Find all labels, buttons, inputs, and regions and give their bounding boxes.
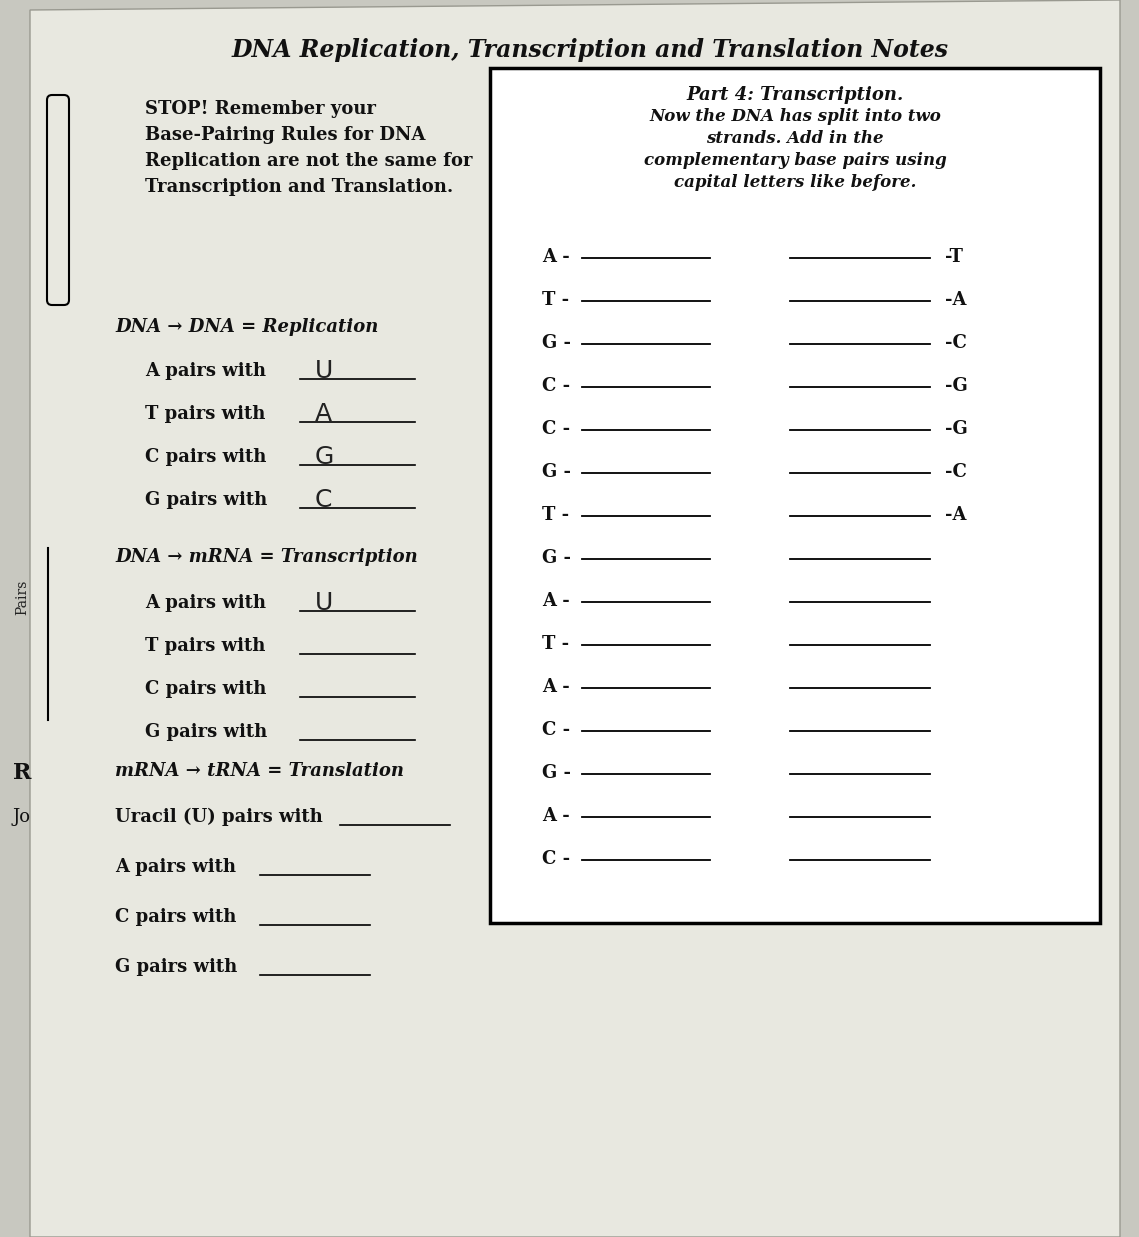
Text: C: C	[316, 489, 333, 512]
Text: A -: A -	[542, 247, 570, 266]
Text: G -: G -	[542, 334, 571, 353]
Text: STOP! Remember your: STOP! Remember your	[145, 100, 376, 118]
Text: C -: C -	[542, 721, 571, 738]
Text: -G: -G	[945, 421, 968, 438]
Text: Uracil (U) pairs with: Uracil (U) pairs with	[115, 808, 329, 826]
Text: R: R	[13, 762, 31, 784]
Text: T -: T -	[542, 506, 570, 524]
Text: -C: -C	[945, 463, 967, 481]
Text: -A: -A	[945, 506, 967, 524]
Text: A -: A -	[542, 678, 570, 696]
Text: U: U	[316, 359, 334, 383]
Text: A pairs with: A pairs with	[145, 362, 272, 380]
Text: G: G	[316, 445, 334, 469]
Text: Part 4: Transcription.: Part 4: Transcription.	[687, 87, 903, 104]
Text: C pairs with: C pairs with	[145, 448, 272, 466]
Text: -T: -T	[945, 247, 962, 266]
Text: A -: A -	[542, 593, 570, 610]
Bar	[490, 68, 1100, 923]
Text: Base-Pairing Rules for DNA: Base-Pairing Rules for DNA	[145, 126, 426, 143]
Text: C pairs with: C pairs with	[115, 908, 243, 927]
Text: Replication are not the same for: Replication are not the same for	[145, 152, 473, 169]
Polygon shape	[30, 0, 1120, 1237]
Text: Jo: Jo	[13, 808, 31, 826]
Text: Pairs: Pairs	[15, 580, 28, 615]
Text: DNA Replication, Transcription and Translation Notes: DNA Replication, Transcription and Trans…	[231, 38, 949, 62]
Text: T pairs with: T pairs with	[145, 637, 271, 656]
Text: C -: C -	[542, 421, 571, 438]
Text: DNA → DNA = Replication: DNA → DNA = Replication	[115, 318, 378, 336]
Text: G -: G -	[542, 549, 571, 567]
Text: T -: T -	[542, 635, 570, 653]
Text: Now the DNA has split into two: Now the DNA has split into two	[649, 108, 941, 125]
Text: strands. Add in the: strands. Add in the	[706, 130, 884, 147]
Text: DNA → mRNA = Transcription: DNA → mRNA = Transcription	[115, 548, 418, 567]
Text: U: U	[316, 591, 334, 615]
Text: G pairs with: G pairs with	[145, 722, 273, 741]
Text: capital letters like before.: capital letters like before.	[674, 174, 916, 190]
Text: complementary base pairs using: complementary base pairs using	[644, 152, 947, 169]
Text: G -: G -	[542, 764, 571, 782]
Text: A: A	[316, 402, 333, 426]
Text: G -: G -	[542, 463, 571, 481]
Text: C pairs with: C pairs with	[145, 680, 272, 698]
Text: T pairs with: T pairs with	[145, 404, 271, 423]
Text: -G: -G	[945, 377, 968, 395]
Text: mRNA → tRNA = Translation: mRNA → tRNA = Translation	[115, 762, 404, 781]
Text: G pairs with: G pairs with	[115, 957, 244, 976]
Text: G pairs with: G pairs with	[145, 491, 273, 508]
Text: C -: C -	[542, 377, 571, 395]
Text: A pairs with: A pairs with	[115, 858, 243, 876]
Text: C -: C -	[542, 850, 571, 868]
Text: A -: A -	[542, 807, 570, 825]
Text: A pairs with: A pairs with	[145, 594, 272, 612]
Text: Transcription and Translation.: Transcription and Translation.	[145, 178, 453, 195]
Text: -A: -A	[945, 291, 967, 309]
Text: T -: T -	[542, 291, 570, 309]
Text: -C: -C	[945, 334, 967, 353]
